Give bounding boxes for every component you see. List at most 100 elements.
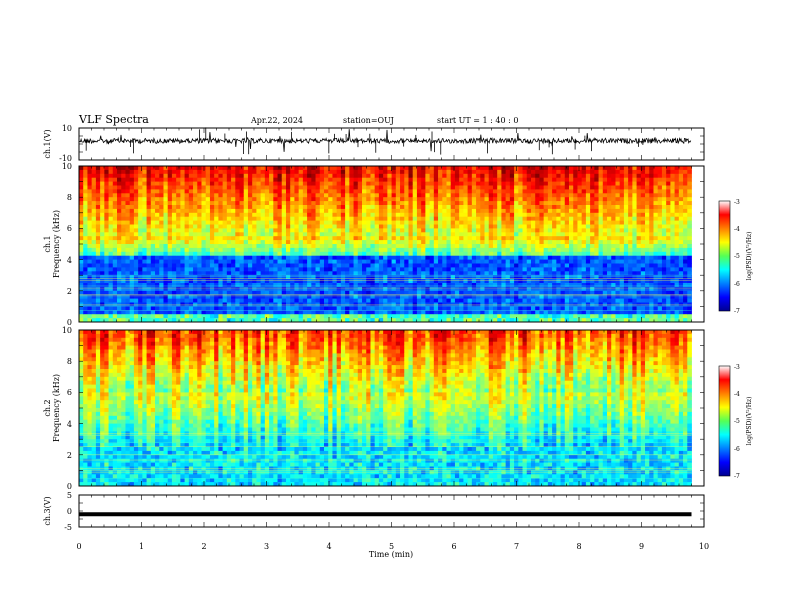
spectrogram-cell	[315, 240, 321, 245]
spectrogram-cell	[547, 247, 553, 253]
spectrogram-cell	[311, 212, 316, 218]
spectrogram-cell	[476, 189, 481, 194]
spectrogram-cell	[307, 181, 312, 186]
spectrogram-cell	[374, 236, 380, 241]
spectrogram-cell	[273, 255, 278, 260]
spectrogram-cell	[117, 286, 122, 292]
spectrogram-cell	[378, 169, 384, 175]
spectrogram-cell	[83, 314, 88, 319]
spectrogram-cell	[442, 247, 447, 253]
spectrogram-cell	[353, 173, 359, 179]
spectrogram-cell	[488, 220, 494, 225]
spectrogram-cell	[467, 283, 473, 288]
spectrogram-cell	[133, 283, 139, 288]
spectrogram-cell	[252, 216, 257, 221]
spectrogram-cell	[117, 263, 122, 268]
spectrogram-cell	[374, 181, 380, 186]
spectrogram-cell	[497, 279, 502, 284]
spectrogram-cell	[138, 302, 143, 307]
spectrogram-cell	[193, 251, 198, 257]
spectrogram-cell	[454, 181, 460, 186]
spectrogram-cell	[176, 201, 181, 206]
spectrogram-cell	[315, 318, 321, 323]
spectrogram-cell	[404, 173, 409, 179]
spectrogram-cell	[332, 294, 338, 299]
spectrogram-cell	[378, 236, 384, 241]
spectrogram-cell	[404, 271, 409, 276]
spectrogram-cell	[95, 286, 101, 292]
spectrogram-cell	[247, 302, 253, 307]
spectrogram-cell	[205, 169, 211, 175]
spectrogram-cell	[332, 259, 338, 264]
spectrogram-cell	[91, 177, 97, 182]
spectrogram-cell	[95, 181, 101, 186]
spectrogram-cell	[505, 169, 511, 175]
spectrogram-cell	[188, 263, 194, 268]
spectrogram-cell	[87, 228, 93, 233]
spectrogram-cell	[79, 212, 84, 218]
spectrogram-cell	[159, 169, 164, 175]
spectrogram-cell	[501, 247, 507, 253]
spectrogram-cell	[421, 310, 426, 315]
spectrogram-cell	[535, 193, 540, 198]
spectrogram-cell	[218, 271, 224, 276]
spectrogram-cell	[345, 259, 350, 264]
spectrogram-cell	[357, 244, 363, 249]
spectrogram-cell	[108, 255, 114, 260]
spectrogram-cell	[125, 228, 131, 233]
spectrogram-cell	[235, 189, 240, 194]
spectrogram-cell	[378, 189, 384, 194]
spectrogram-cell	[446, 294, 452, 299]
spectrogram-cell	[362, 318, 367, 323]
spectrogram-cell	[526, 255, 532, 260]
spectrogram-cell	[256, 279, 262, 284]
spectrogram-cell	[218, 169, 224, 175]
spectrogram-cell	[201, 177, 207, 182]
spectrogram-cell	[235, 208, 240, 214]
spectrogram-cell	[133, 279, 139, 284]
spectrogram-cell	[433, 306, 439, 311]
spectrogram-cell	[188, 310, 194, 315]
spectrogram-cell	[471, 310, 477, 315]
spectrogram-cell	[319, 189, 325, 194]
spectrogram-cell	[577, 314, 583, 319]
spectrogram-cell	[319, 310, 325, 315]
spectrogram-cell	[476, 232, 481, 237]
spectrogram-cell	[488, 228, 494, 233]
spectrogram-cell	[357, 294, 363, 299]
spectrogram-cell	[539, 259, 545, 264]
spectrogram-cell	[142, 224, 147, 229]
spectrogram-cell	[433, 251, 439, 257]
spectrogram-cell	[336, 283, 342, 288]
spectrogram-cell	[353, 240, 359, 245]
spectrogram-cell	[467, 267, 473, 272]
spectrogram-cell	[556, 216, 561, 221]
spectrogram-cell	[577, 193, 583, 198]
spectrogram-cell	[184, 220, 190, 225]
spectrogram-cell	[454, 208, 460, 214]
spectrogram-cell	[336, 240, 342, 245]
spectrogram-cell	[535, 228, 540, 233]
spectrogram-cell	[129, 255, 135, 260]
spectrogram-cell	[484, 201, 490, 206]
spectrogram-cell	[569, 236, 574, 241]
spectrogram-cell	[117, 166, 122, 171]
spectrogram-cell	[391, 173, 397, 179]
spectrogram-cell	[201, 220, 207, 225]
spectrogram-cell	[91, 298, 97, 303]
spectrogram-cell	[218, 185, 224, 190]
spectrogram-cell	[281, 283, 287, 288]
spectrogram-cell	[395, 205, 401, 210]
spectrogram-cell	[184, 216, 190, 221]
spectrogram-cell	[362, 232, 367, 237]
spectrogram-cell	[193, 283, 198, 288]
spectrogram-cell	[400, 212, 405, 218]
spectrogram-cell	[442, 298, 447, 303]
spectrogram-cell	[433, 181, 439, 186]
spectrogram-cell	[328, 224, 333, 229]
spectrogram-cell	[83, 216, 88, 221]
spectrogram-cell	[349, 236, 354, 241]
spectrogram-cell	[518, 173, 523, 179]
spectrogram-cell	[560, 259, 566, 264]
spectrogram-cell	[362, 267, 367, 272]
